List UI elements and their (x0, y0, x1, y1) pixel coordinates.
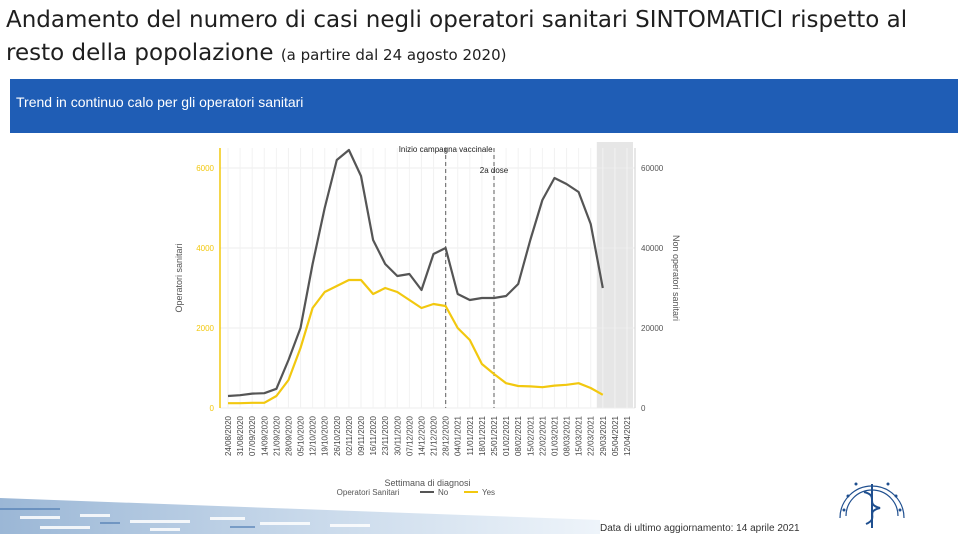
highlight-banner: Trend in continuo calo per gli operatori… (10, 79, 958, 133)
x-tick-label: 30/11/2020 (393, 415, 402, 455)
x-tick-label: 18/01/2021 (478, 415, 487, 456)
x-tick-label: 25/01/2021 (490, 415, 499, 456)
slide-title: Andamento del numero di casi negli opera… (6, 4, 956, 72)
x-tick-label: 14/09/2020 (260, 415, 269, 456)
slide-title-sub: (a partire dal 24 agosto 2020) (280, 46, 507, 64)
annotation-label: 2a dose (480, 166, 509, 175)
x-tick-label: 09/11/2020 (357, 415, 366, 455)
x-tick-label: 14/12/2020 (417, 415, 426, 456)
x-tick-label: 28/12/2020 (442, 415, 451, 456)
y-tick-label-right: 20000 (641, 324, 664, 333)
x-tick-label: 31/08/2020 (236, 415, 245, 456)
legend-title: Operatori Sanitari (337, 488, 400, 497)
x-tick-label: 28/09/2020 (284, 415, 293, 456)
x-axis-title: Settimana di diagnosi (384, 478, 470, 488)
x-tick-label: 04/01/2021 (454, 415, 463, 456)
x-tick-label: 21/09/2020 (272, 415, 281, 456)
y-tick-label-right: 60000 (641, 164, 664, 173)
y-tick-label-right: 40000 (641, 244, 664, 253)
annotation-label: Inizio campagna vaccinale (399, 145, 493, 154)
x-tick-label: 08/02/2021 (514, 415, 523, 456)
x-tick-label: 05/04/2021 (611, 415, 620, 456)
y-tick-label-left: 0 (210, 404, 215, 413)
x-tick-label: 29/03/2021 (599, 415, 608, 456)
y-tick-label-right: 0 (641, 404, 646, 413)
x-tick-label: 08/03/2021 (563, 415, 572, 456)
y-tick-label-left: 6000 (196, 164, 214, 173)
x-tick-label: 02/11/2020 (345, 415, 354, 455)
x-tick-label: 23/11/2020 (381, 415, 390, 455)
chart-container: 0 2000 4000 6000 0 20000 40000 60000 Operatori s… (160, 140, 681, 500)
series-line-yes (228, 278, 604, 405)
x-tick-label: 15/02/2021 (526, 415, 535, 456)
x-tick-label: 12/04/2021 (623, 415, 632, 456)
y-axis-title-right: Non operatori sanitari (671, 235, 680, 321)
y-tick-label-left: 4000 (196, 244, 214, 253)
institute-seal-icon (839, 482, 905, 528)
x-tick-label: 15/03/2021 (575, 415, 584, 456)
x-tick-label: 07/12/2020 (405, 415, 414, 456)
legend-label-no: No (438, 488, 449, 497)
slide-title-main: Andamento del numero di casi negli opera… (6, 7, 908, 66)
x-tick-label: 01/02/2021 (502, 415, 511, 456)
x-tick-label: 12/10/2020 (309, 415, 318, 456)
y-tick-label-left: 2000 (196, 324, 214, 333)
x-tick-label: 26/10/2020 (333, 415, 342, 456)
decorative-footer-band (0, 498, 600, 534)
x-tick-label: 24/08/2020 (224, 415, 233, 456)
x-tick-label: 07/09/2020 (248, 415, 257, 456)
last-update-note: Data di ultimo aggiornamento: 14 aprile … (600, 523, 800, 534)
x-tick-label: 16/11/2020 (369, 415, 378, 455)
series-line-no (227, 148, 604, 398)
x-tick-label: 22/02/2021 (538, 415, 547, 456)
x-tick-label: 05/10/2020 (297, 415, 306, 456)
x-tick-label: 19/10/2020 (321, 415, 330, 456)
x-tick-label: 01/03/2021 (550, 415, 559, 456)
y-axis-title-left: Operatori sanitari (174, 243, 184, 312)
x-tick-label: 22/03/2021 (587, 415, 596, 456)
banner-text: Trend in continuo calo per gli operatori… (16, 94, 304, 110)
x-tick-label: 11/01/2021 (466, 415, 475, 455)
x-tick-label: 21/12/2020 (430, 415, 439, 456)
legend-label-yes: Yes (482, 488, 495, 497)
